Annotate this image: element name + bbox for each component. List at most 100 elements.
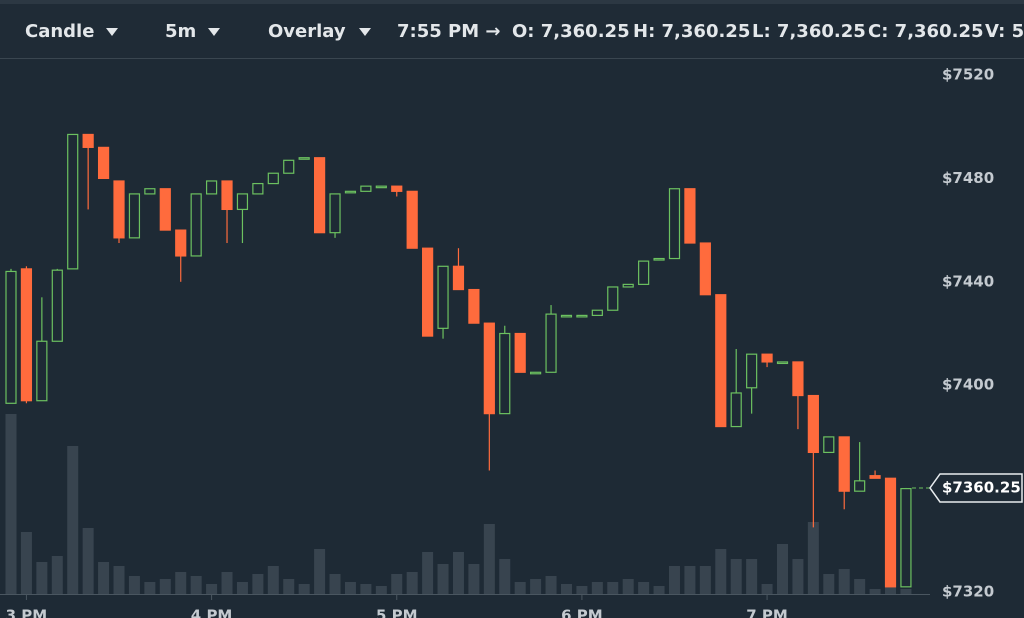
volume-bar [128,576,140,594]
candle-body [514,332,526,373]
volume-bar [20,532,32,594]
volume-bar [298,584,310,594]
candle-body [298,157,310,160]
volume-bar [638,582,650,594]
volume-bar [730,559,742,594]
dropdown-arrow[interactable] [106,28,118,36]
price-tag-label: $7360.25 [942,478,1021,496]
volume-bar [514,582,526,594]
candle-body [761,353,773,363]
volume-bar [591,582,603,594]
chart-type[interactable]: Candle [25,21,94,42]
candle-body [560,314,573,318]
toolbar-top [0,0,1024,4]
volume-bar [51,556,63,594]
candle-body [730,392,742,428]
candle-body [67,133,79,270]
y-tick-label: $7440 [942,272,994,290]
candle-body [653,257,665,261]
candle-body [5,270,17,404]
volume-bar [144,582,156,594]
candle-body [175,229,187,257]
volume-bar [854,579,866,594]
dropdown-arrow[interactable] [208,28,220,36]
candle-body [375,185,387,189]
volume-bar [283,579,295,594]
volume-bar [190,576,202,594]
volume-bar [746,559,758,594]
volume-bar [5,414,17,594]
ohlcv: L: 7,360.25 [752,21,866,42]
candle-body [159,188,171,231]
candle-body [144,188,156,195]
ohlcv: O: 7,360.25 [512,21,630,42]
candle-body [344,190,357,194]
candle-body [391,185,403,192]
volume-bar [236,582,248,594]
toolbar [0,0,1024,58]
candle-body [437,265,449,329]
candle-body [205,180,218,195]
candle-body [838,436,850,492]
volume-bar [576,586,588,594]
candle-body [314,157,326,234]
volume-bar [499,559,511,594]
time: 7:55 PM → [397,21,501,42]
volume-bar [252,574,264,594]
candle-body [607,286,619,311]
interval[interactable]: 5m [165,21,196,42]
candle-body [854,480,866,492]
candle-body [884,477,897,588]
volume-bar [452,552,464,594]
candle-body [622,283,634,288]
candle-body [869,475,881,479]
candle-body [252,182,264,195]
candle-body [668,188,681,260]
x-tick-label: 5 PM [376,607,418,618]
volume-bar [900,589,912,594]
volume-bar [838,569,850,594]
candle-body [452,265,465,291]
candle-body [360,185,372,192]
volume-bar [221,572,233,594]
y-tick-label: $7480 [942,169,994,187]
volume-bar [98,562,110,594]
candle-body [591,309,603,317]
dropdown-arrow[interactable] [359,28,371,36]
volume-bar [175,572,187,594]
candle-body [221,180,233,211]
candle-body [576,314,588,318]
candle-body [746,353,758,389]
candle-body [468,288,480,324]
candle-body [530,371,542,375]
candle-body [20,268,33,402]
candle-body [97,146,110,180]
ohlcv: H: 7,360.25 [633,21,750,42]
volume-bar [761,584,773,594]
volume-bar [530,579,542,594]
ohlcv: V: 5 [985,21,1024,42]
volume-bar [437,564,449,594]
candle-body [128,193,141,239]
volume-bar [82,528,94,594]
volume-bar [823,574,835,594]
x-tick-label: 4 PM [191,607,233,618]
volume-bar [560,584,572,594]
x-tick-label: 7 PM [746,607,788,618]
candle-body [236,193,249,211]
candle-body [283,159,295,174]
x-tick-label: 3 PM [6,607,48,618]
candle-body [483,322,495,415]
candle-body [499,332,511,415]
volume-bar [792,559,804,594]
volume-bar [699,566,711,594]
volume-bar [622,579,634,594]
volume-bar [545,576,557,594]
candle-body [329,193,341,234]
volume-bar [869,589,881,594]
overlay[interactable]: Overlay [268,21,346,42]
volume-bar [807,522,819,594]
volume-bar [267,566,279,594]
